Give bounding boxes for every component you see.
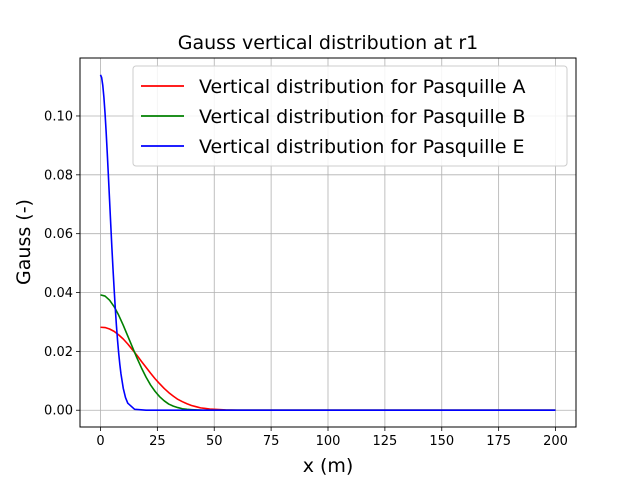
legend-label-1: Vertical distribution for Pasquille B	[199, 106, 526, 128]
x-tick-label: 50	[206, 434, 223, 449]
y-tick-label: 0.08	[44, 168, 73, 183]
x-tick-label: 25	[149, 434, 166, 449]
y-axis-label: Gauss (-)	[13, 199, 35, 285]
x-tick-label: 150	[429, 434, 454, 449]
legend-label-2: Vertical distribution for Pasquille E	[199, 136, 524, 158]
legend: Vertical distribution for Pasquille A Ver…	[132, 65, 568, 167]
legend-box	[132, 65, 568, 167]
y-axis: 0.00 0.02 0.04 0.06 0.08 0.10	[44, 109, 80, 419]
y-tick-label: 0.10	[44, 109, 73, 124]
x-tick-label: 0	[96, 434, 104, 449]
y-tick-label: 0.04	[44, 286, 73, 301]
x-tick-label: 100	[316, 434, 341, 449]
chart-title: Gauss vertical distribution at r1	[178, 32, 478, 54]
series-line-2	[99, 74, 556, 412]
x-tick-label: 175	[486, 434, 511, 449]
y-tick-label: 0.02	[44, 345, 73, 360]
x-tick-label: 125	[372, 434, 397, 449]
x-tick-label: 200	[543, 434, 568, 449]
x-tick-label: 75	[263, 434, 280, 449]
y-tick-label: 0.06	[44, 227, 73, 242]
legend-label-0: Vertical distribution for Pasquille A	[199, 76, 525, 98]
x-axis-label: x (m)	[303, 455, 354, 477]
x-axis: 0 25 50 75 100 125 150 175 200	[96, 427, 568, 449]
y-tick-label: 0.00	[44, 404, 73, 419]
plot-area	[99, 74, 556, 412]
